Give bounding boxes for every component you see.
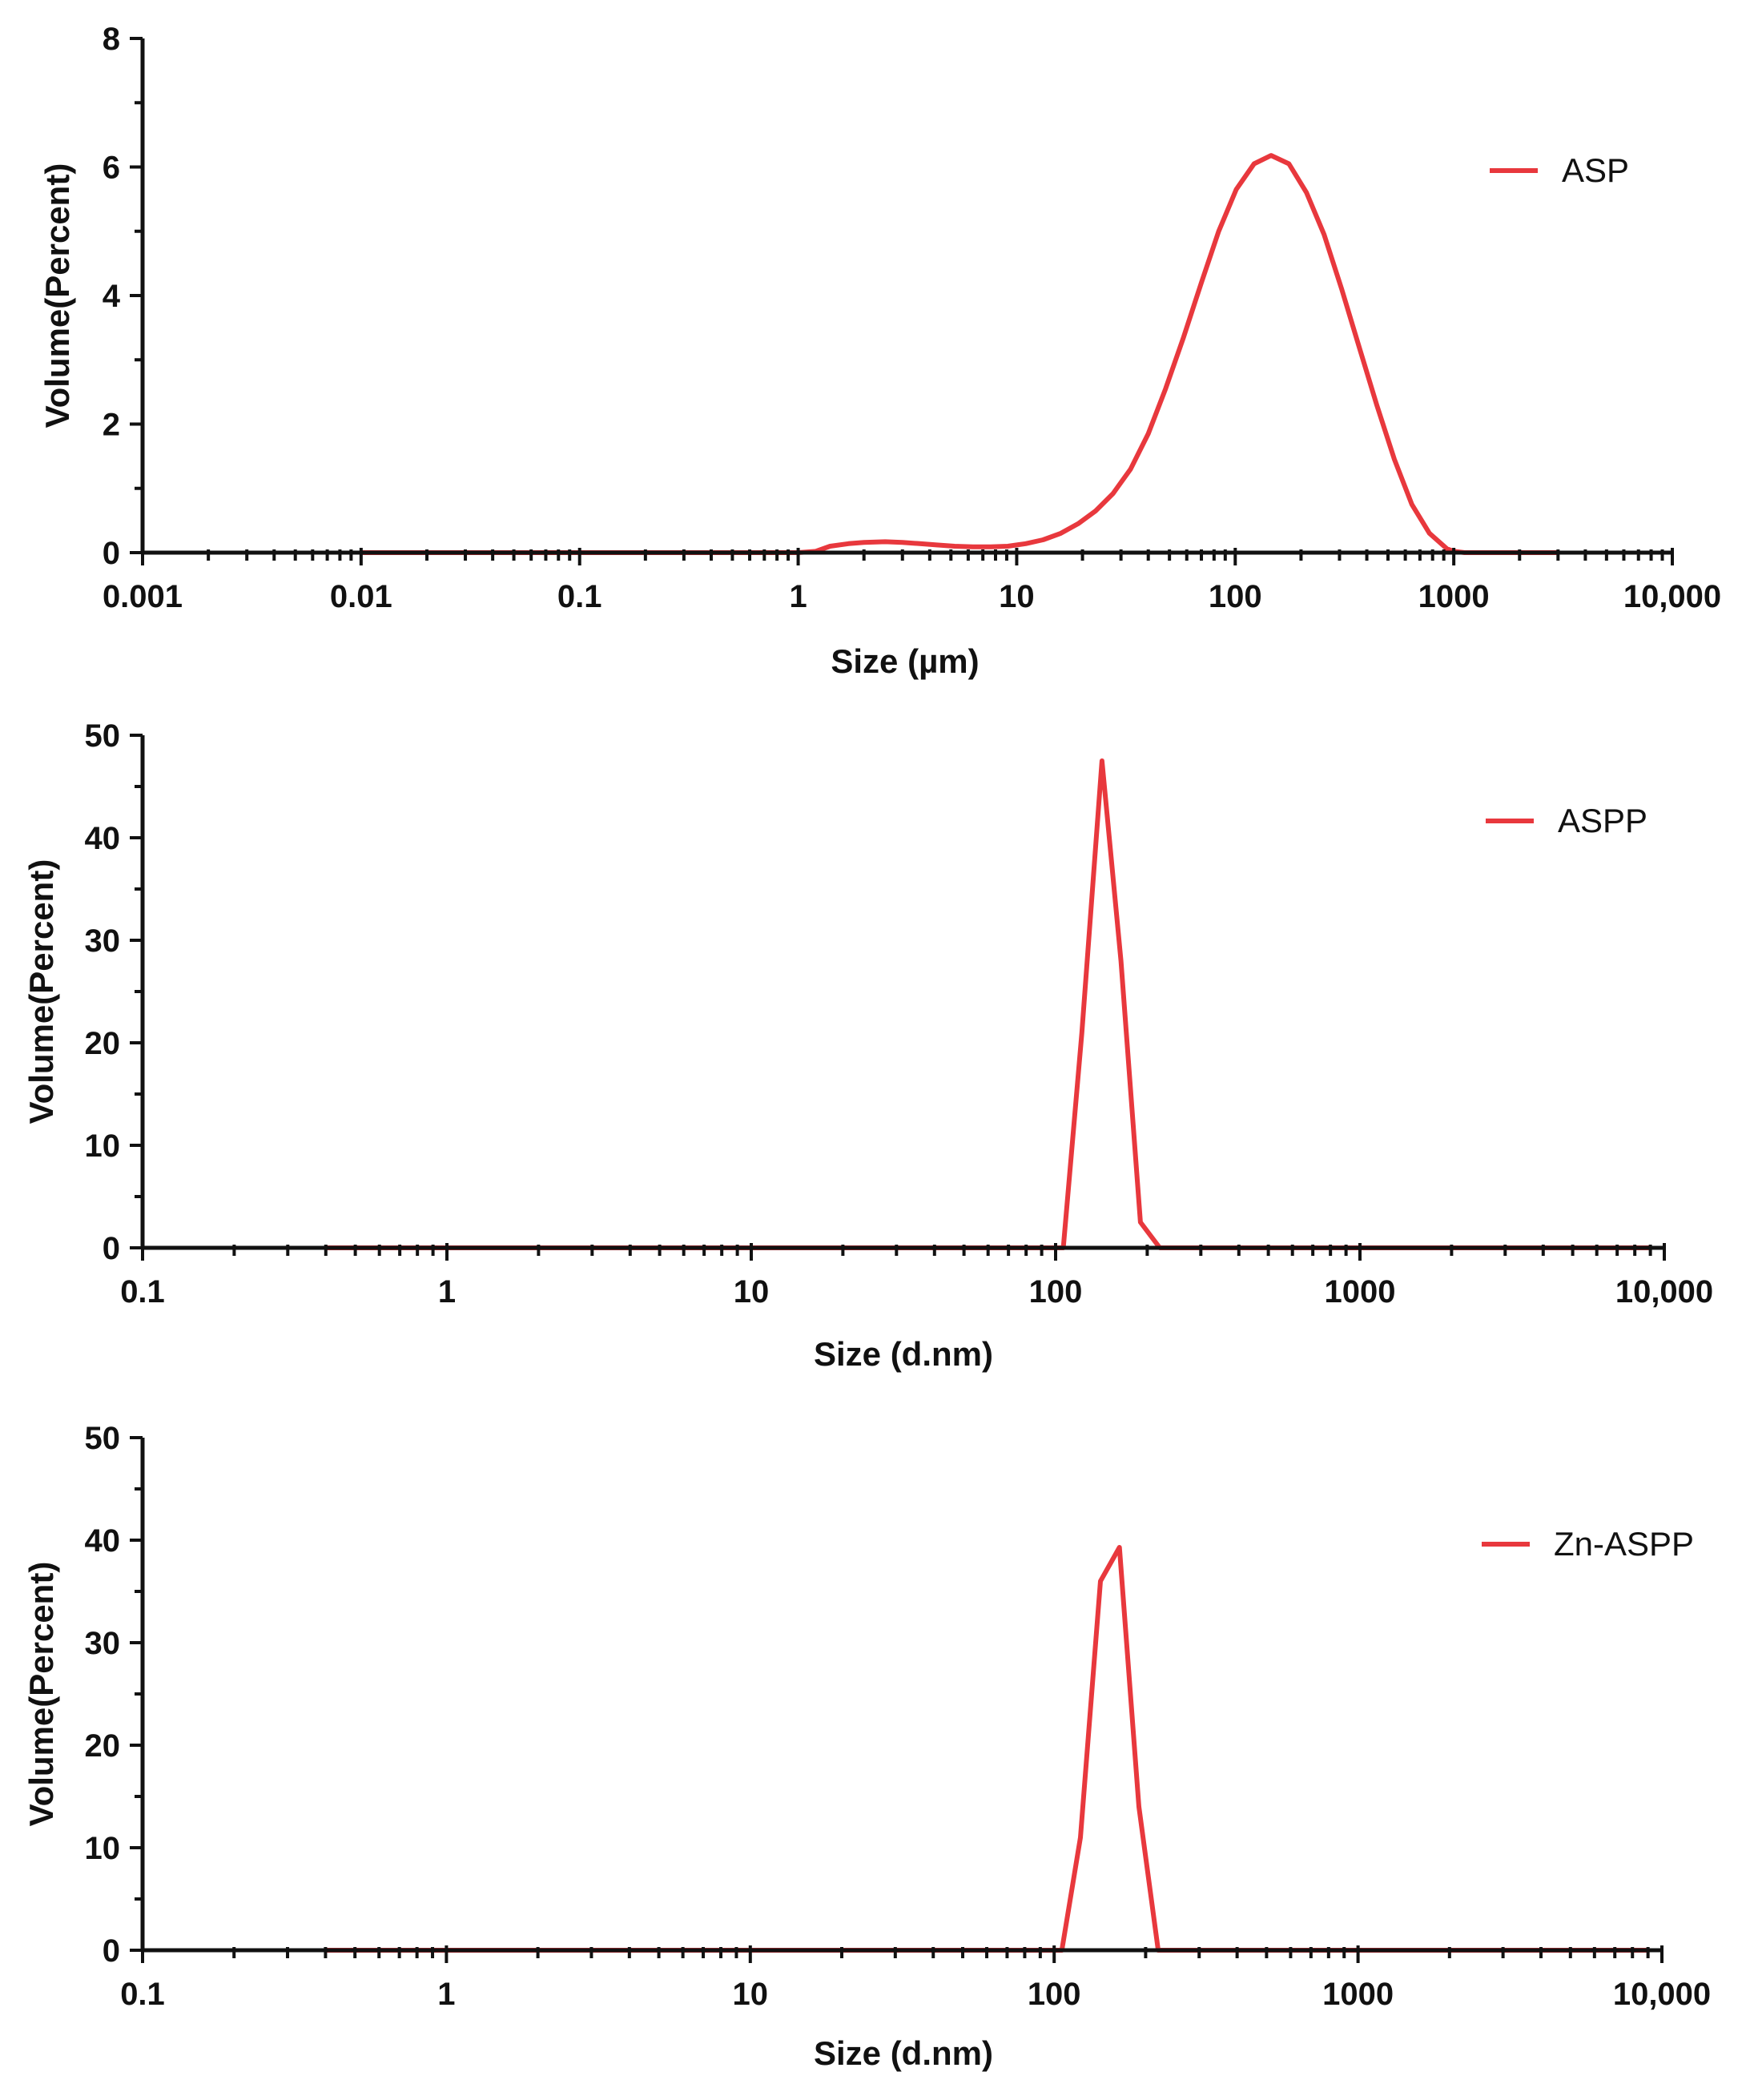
y-tick-label: 0 bbox=[103, 1933, 120, 1969]
x-tick-label: 1000 bbox=[1322, 1977, 1394, 2012]
x-tick-label: 0.001 bbox=[103, 579, 183, 614]
x-tick-label: 0.1 bbox=[120, 1977, 165, 2012]
legend: ASP bbox=[1490, 151, 1629, 189]
axes-layer: 0 10 20 30 40 50 0.1 1 10 100 1000 10,000 bbox=[85, 718, 1714, 1309]
y-tick-label: 50 bbox=[85, 1421, 121, 1456]
y-tick-label: 10 bbox=[85, 1128, 121, 1164]
panel-aspp: 0 10 20 30 40 50 0.1 1 10 100 1000 10,000 ASPP Size… bbox=[22, 718, 1713, 1373]
axes-layer: 0 2 4 6 8 0.001 0.01 0.1 1 10 100 1000 10,000 bbox=[103, 22, 1721, 614]
y-tick-label: 20 bbox=[85, 1026, 121, 1061]
y-tick-label: 30 bbox=[85, 923, 121, 959]
y-tick-label: 0 bbox=[103, 536, 120, 571]
legend-label: ASPP bbox=[1558, 802, 1647, 839]
y-tick-label: 2 bbox=[103, 408, 120, 443]
y-axis-title: Volume(Percent) bbox=[22, 1562, 60, 1827]
y-tick-label: 8 bbox=[103, 22, 120, 57]
x-tick-label: 10 bbox=[733, 1977, 769, 2012]
x-tick-label: 0.1 bbox=[120, 1274, 165, 1309]
legend: ASPP bbox=[1486, 802, 1647, 839]
y-axis-title: Volume(Percent) bbox=[22, 859, 60, 1124]
panel-asp: 0 2 4 6 8 0.001 0.01 0.1 1 10 100 1000 10,000 ASP Si… bbox=[38, 22, 1721, 680]
x-tick-label: 10,000 bbox=[1615, 1274, 1713, 1309]
x-axis-title: Size (d.nm) bbox=[814, 2034, 993, 2072]
y-tick-label: 20 bbox=[85, 1728, 121, 1764]
y-axis-title: Volume(Percent) bbox=[38, 163, 76, 428]
x-tick-label: 100 bbox=[1029, 1274, 1083, 1309]
x-tick-label: 100 bbox=[1209, 579, 1262, 614]
series-line-asp bbox=[358, 153, 1561, 555]
x-axis-title: Size (d.nm) bbox=[814, 1335, 993, 1373]
y-tick-label: 40 bbox=[85, 1523, 121, 1559]
x-tick-label: 10 bbox=[734, 1274, 770, 1309]
x-tick-label: 1000 bbox=[1418, 579, 1490, 614]
y-tick-label: 40 bbox=[85, 821, 121, 856]
x-tick-label: 0.1 bbox=[557, 579, 602, 614]
legend-label: ASP bbox=[1562, 151, 1629, 189]
x-tick-label: 1 bbox=[438, 1274, 456, 1309]
y-tick-label: 50 bbox=[85, 718, 121, 754]
axes-layer: 0 10 20 30 40 50 0.1 1 10 100 1000 10,000 bbox=[85, 1421, 1712, 2012]
panel-zn-aspp: 0 10 20 30 40 50 0.1 1 10 100 1000 10,000 Zn-ASPP S… bbox=[22, 1421, 1711, 2072]
legend-label: Zn-ASPP bbox=[1554, 1525, 1694, 1563]
y-tick-label: 4 bbox=[103, 279, 121, 314]
x-tick-label: 1000 bbox=[1325, 1274, 1396, 1309]
legend: Zn-ASPP bbox=[1482, 1525, 1694, 1563]
y-tick-label: 10 bbox=[85, 1831, 121, 1866]
series-layer bbox=[358, 153, 1561, 555]
x-tick-label: 100 bbox=[1028, 1977, 1081, 2012]
x-tick-label: 1 bbox=[437, 1977, 455, 2012]
x-tick-label: 10,000 bbox=[1613, 1977, 1711, 2012]
x-tick-label: 10,000 bbox=[1623, 579, 1721, 614]
x-tick-label: 1 bbox=[789, 579, 807, 614]
y-tick-label: 6 bbox=[103, 151, 120, 186]
x-tick-label: 0.01 bbox=[330, 579, 392, 614]
x-axis-title: Size (µm) bbox=[831, 642, 979, 680]
y-tick-label: 0 bbox=[103, 1231, 120, 1266]
y-tick-label: 30 bbox=[85, 1626, 121, 1661]
x-tick-label: 10 bbox=[999, 579, 1035, 614]
